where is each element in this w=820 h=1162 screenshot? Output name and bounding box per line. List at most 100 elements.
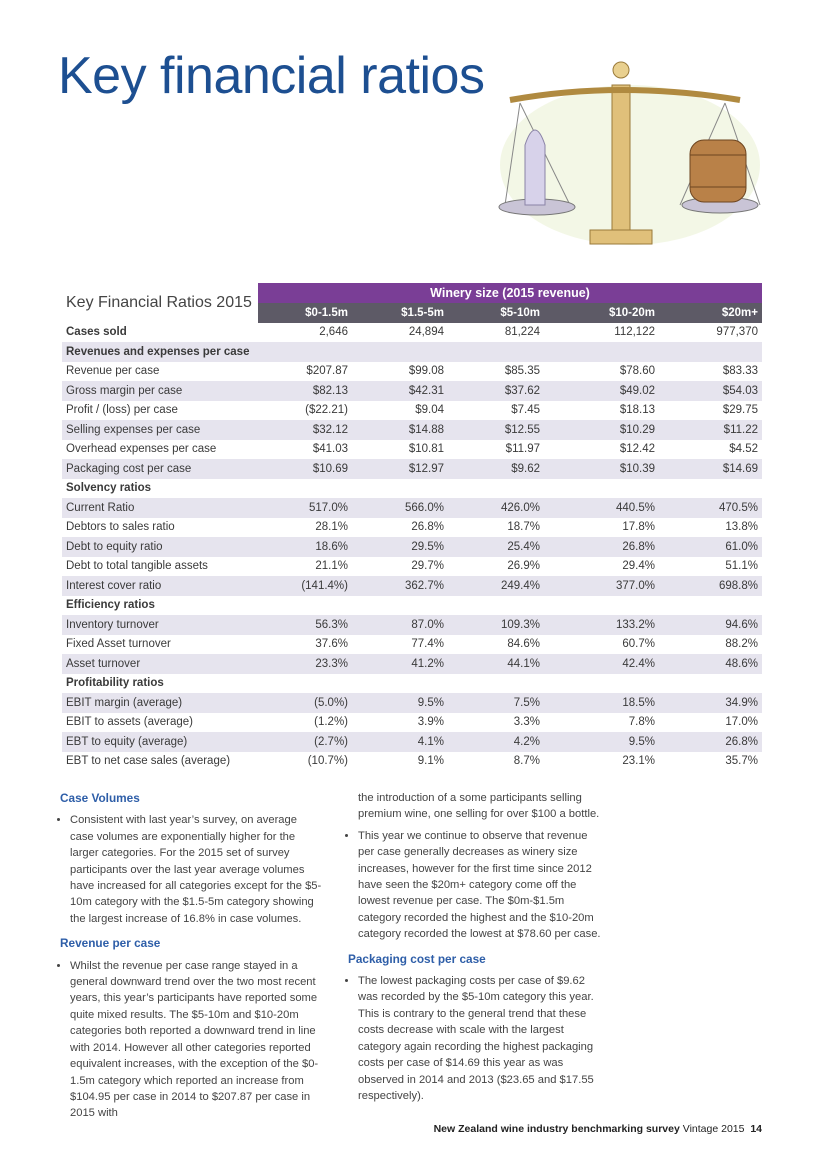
cell-value: 13.8%: [725, 521, 758, 534]
row-label: Revenue per case: [66, 365, 160, 378]
continued-text: the introduction of a some participants …: [358, 792, 600, 821]
cell-value: $37.62: [448, 381, 544, 401]
cell-value: 566.0%: [352, 498, 448, 518]
table-caption: Key Financial Ratios 2015: [66, 293, 252, 311]
cell-value: $10.81: [408, 443, 444, 456]
row-label: Current Ratio: [62, 498, 258, 518]
cell-value: 17.0%: [725, 716, 758, 729]
cell-value: $9.04: [415, 404, 444, 417]
cell-value: (2.7%): [258, 732, 352, 752]
row-label: Efficiency ratios: [66, 599, 155, 612]
column-header: $10-20m: [608, 306, 655, 319]
row-label: EBIT to assets (average): [66, 716, 193, 729]
cell-value: 23.3%: [258, 654, 352, 674]
cell-value: (1.2%): [314, 716, 348, 729]
table-row: Interest cover ratio (141.4%) 362.7% 249.4%…: [62, 576, 762, 596]
cell-value: 26.9%: [507, 560, 540, 573]
cell-value: 9.5%: [544, 732, 659, 752]
cell-value: 26.8%: [544, 537, 659, 557]
row-label: Solvency ratios: [66, 482, 152, 495]
cell-value: 37.6%: [315, 638, 348, 651]
cell-value: 9.1%: [417, 755, 444, 768]
cell-value: 18.7%: [507, 521, 540, 534]
cell-value: 87.0%: [352, 615, 448, 635]
cell-value: $85.35: [504, 365, 540, 378]
cell-value: $18.13: [619, 404, 655, 417]
table-row: Revenue per case $207.87 $99.08 $85.35 $78.6…: [62, 362, 762, 382]
cell-value: $99.08: [408, 365, 444, 378]
table-row: Profit / (loss) per case ($22.21) $9.04 $7.…: [62, 401, 762, 421]
row-label: Packaging cost per case: [62, 459, 258, 479]
table-row: Overhead expenses per case $41.03 $10.81 $1…: [62, 440, 762, 460]
cell-value: 81,224: [504, 326, 540, 339]
scales-illustration: [498, 61, 761, 245]
cell-value: $14.69: [659, 459, 762, 479]
cell-value: 84.6%: [507, 638, 540, 651]
cell-value: (10.7%): [307, 755, 348, 768]
table-row: EBIT to assets (average) (1.2%) 3.9% 3.3% 7.…: [62, 713, 762, 733]
cell-value: 48.6%: [659, 654, 762, 674]
cell-value: 112,122: [614, 326, 655, 339]
page-number: 14: [750, 1123, 762, 1135]
row-label: Cases sold: [66, 326, 127, 339]
cell-value: $10.69: [258, 459, 352, 479]
cell-value: $41.03: [312, 443, 348, 456]
cell-value: $11.97: [505, 443, 540, 456]
cell-value: 2,646: [319, 326, 348, 339]
table-row: Debt to total tangible assets 21.1% 29.7% 2…: [62, 557, 762, 577]
table-row: Inventory turnover 56.3% 87.0% 109.3% 133.2%…: [62, 615, 762, 635]
cell-value: $49.02: [544, 381, 659, 401]
cell-value: 377.0%: [544, 576, 659, 596]
page-title: Key financial ratios: [58, 47, 485, 105]
row-label: Revenues and expenses per case: [62, 342, 762, 362]
cell-value: 28.1%: [315, 521, 348, 534]
cell-value: 977,370: [716, 326, 758, 339]
cell-value: 29.4%: [622, 560, 655, 573]
ratios-table: Key Financial Ratios 2015 Winery size (2…: [62, 283, 762, 771]
cell-value: $14.88: [352, 420, 448, 440]
cell-value: 60.7%: [622, 638, 655, 651]
cell-value: 3.3%: [513, 716, 540, 729]
cell-value: 41.2%: [352, 654, 448, 674]
cell-value: 7.5%: [448, 693, 544, 713]
group-header: Winery size (2015 revenue): [258, 283, 762, 303]
row-label: Debtors to sales ratio: [66, 521, 175, 534]
cell-value: 18.6%: [258, 537, 352, 557]
cell-value: 362.7%: [352, 576, 448, 596]
cell-value: 44.1%: [448, 654, 544, 674]
table-row: Efficiency ratios: [62, 596, 762, 616]
cell-value: 77.4%: [411, 638, 444, 651]
cell-value: $12.55: [448, 420, 544, 440]
row-label: EBIT margin (average): [62, 693, 258, 713]
edition: Vintage 2015: [682, 1123, 745, 1135]
table-row: EBT to net case sales (average) (10.7%) 9.…: [62, 752, 762, 772]
cell-value: 9.5%: [352, 693, 448, 713]
row-label: Asset turnover: [62, 654, 258, 674]
column-header: $1.5-5m: [401, 306, 444, 319]
table-row: Asset turnover 23.3% 41.2% 44.1% 42.4% 48.6%: [62, 654, 762, 674]
bullet: Whilst the revenue per case range stayed…: [70, 958, 322, 1122]
table-row: Revenues and expenses per case: [62, 342, 762, 362]
section-heading: Case Volumes: [60, 791, 140, 805]
cell-value: 88.2%: [725, 638, 758, 651]
table-row: Cases sold 2,646 24,894 81,224 112,122 977,37…: [62, 323, 762, 343]
column-header: $20m+: [721, 306, 758, 319]
row-label: Interest cover ratio: [62, 576, 258, 596]
table-row: EBT to equity (average) (2.7%) 4.1% 4.2% 9.5…: [62, 732, 762, 752]
cell-value: 133.2%: [544, 615, 659, 635]
bullet: The lowest packaging costs per case of $…: [358, 973, 604, 1104]
cell-value: 29.7%: [411, 560, 444, 573]
cell-value: $12.42: [619, 443, 655, 456]
publication: New Zealand wine industry benchmarking s…: [433, 1123, 680, 1135]
cell-value: 35.7%: [725, 755, 758, 768]
cell-value: 440.5%: [544, 498, 659, 518]
cell-value: 56.3%: [258, 615, 352, 635]
table-row: EBIT margin (average) (5.0%) 9.5% 7.5% 18.5%…: [62, 693, 762, 713]
cell-value: $78.60: [619, 365, 655, 378]
cell-value: $9.62: [448, 459, 544, 479]
cell-value: 94.6%: [659, 615, 762, 635]
cell-value: 26.8%: [659, 732, 762, 752]
row-label: Profitability ratios: [66, 677, 164, 690]
section-heading: Revenue per case: [60, 936, 161, 951]
table-row: Packaging cost per case $10.69 $12.97 $9.62…: [62, 459, 762, 479]
